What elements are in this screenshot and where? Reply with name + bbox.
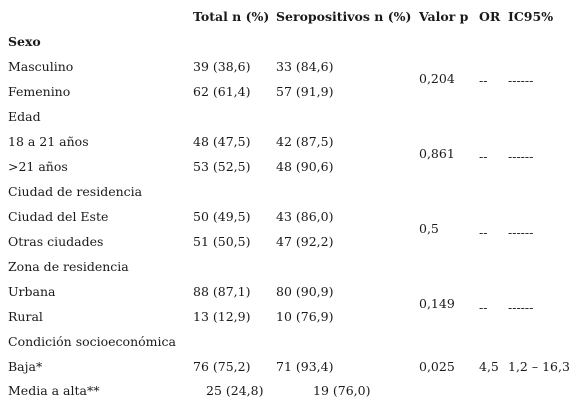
row-label-ciudad-del-este: Ciudad del Este (8, 209, 109, 224)
cell-sero-rural: 10 (76,9) (276, 309, 334, 324)
row-label-18-21: 18 a 21 años (8, 134, 89, 149)
cell-ic-edad: ------ (508, 149, 534, 164)
cell-or-sexo: -- (479, 73, 488, 88)
row-label-masculino: Masculino (8, 59, 74, 74)
header-total: Total n (%) (193, 9, 270, 24)
header-valor-p: Valor p (419, 9, 469, 24)
cell-sero-media-alta: 19 (76,0) (313, 383, 371, 398)
cell-or-baja: 4,5 (479, 359, 499, 374)
row-label-rural: Rural (8, 309, 43, 324)
cell-total-media-alta: 25 (24,8) (206, 383, 264, 398)
cell-sero-urbana: 80 (90,9) (276, 284, 334, 299)
cell-ic-baja: 1,2 – 16,3 (508, 359, 570, 374)
cell-total-mayor-21: 53 (52,5) (193, 159, 251, 174)
row-label-otras-ciudades: Otras ciudades (8, 234, 104, 249)
cell-sero-otras-ciudades: 47 (92,2) (276, 234, 334, 249)
row-label-femenino: Femenino (8, 84, 71, 99)
cell-ic-zona: ------ (508, 300, 534, 315)
header-or: OR (479, 9, 501, 24)
cell-ic-ciudad: ------ (508, 225, 534, 240)
section-title-sexo: Sexo (8, 34, 41, 49)
cell-total-urbana: 88 (87,1) (193, 284, 251, 299)
cell-total-rural: 13 (12,9) (193, 309, 251, 324)
cell-sero-femenino: 57 (91,9) (276, 84, 334, 99)
section-title-edad: Edad (8, 109, 41, 124)
row-label-urbana: Urbana (8, 284, 56, 299)
row-label-media-alta: Media a alta** (8, 383, 100, 398)
section-title-ciudad: Ciudad de residencia (8, 184, 143, 199)
cell-p-edad: 0,861 (419, 146, 455, 161)
cell-or-ciudad: -- (479, 225, 488, 240)
cell-total-18-21: 48 (47,5) (193, 134, 251, 149)
cell-p-sexo: 0,204 (419, 71, 455, 86)
cell-total-femenino: 62 (61,4) (193, 84, 251, 99)
cell-or-zona: -- (479, 300, 488, 315)
cell-total-ciudad-del-este: 50 (49,5) (193, 209, 251, 224)
row-label-mayor-21: >21 años (8, 159, 68, 174)
header-ic95: IC95% (508, 9, 554, 24)
cell-p-ciudad: 0,5 (419, 221, 439, 236)
section-title-zona: Zona de residencia (8, 259, 129, 274)
cell-sero-ciudad-del-este: 43 (86,0) (276, 209, 334, 224)
cell-total-masculino: 39 (38,6) (193, 59, 251, 74)
cell-or-edad: -- (479, 149, 488, 164)
cell-sero-mayor-21: 48 (90,6) (276, 159, 334, 174)
section-title-condicion: Condición socioeconómica (8, 334, 176, 349)
cell-total-baja: 76 (75,2) (193, 359, 251, 374)
cell-p-zona: 0,149 (419, 296, 455, 311)
cell-sero-masculino: 33 (84,6) (276, 59, 334, 74)
cell-p-baja: 0,025 (419, 359, 455, 374)
cell-ic-sexo: ------ (508, 73, 534, 88)
header-seropositivos: Seropositivos n (%) (276, 9, 412, 24)
row-label-baja: Baja* (8, 359, 43, 374)
cell-total-otras-ciudades: 51 (50,5) (193, 234, 251, 249)
cell-sero-18-21: 42 (87,5) (276, 134, 334, 149)
cell-sero-baja: 71 (93,4) (276, 359, 334, 374)
